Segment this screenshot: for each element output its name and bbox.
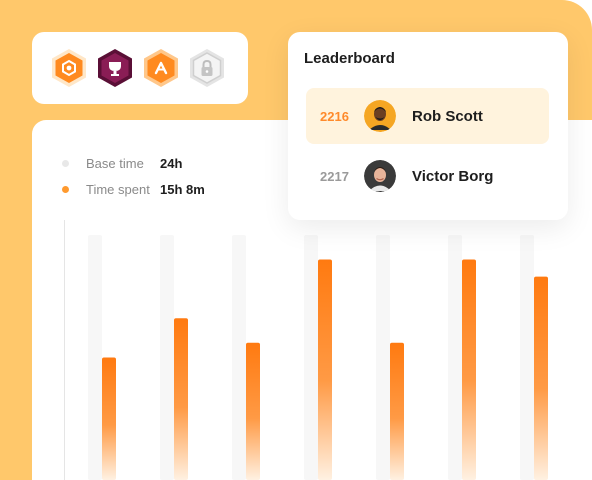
rank-number: 2217 xyxy=(320,168,349,184)
time-bar-chart xyxy=(88,235,548,480)
leaderboard-row[interactable]: 2217 Victor Borg xyxy=(306,148,549,204)
legend-base-time: Base time 24h xyxy=(62,150,205,176)
rank-badge-icon[interactable] xyxy=(142,48,180,88)
leaderboard-card: Leaderboard 2216 Rob Scott 2217 Victor B… xyxy=(288,32,568,220)
base-time-bar xyxy=(160,235,174,480)
time-spent-value: 15h 8m xyxy=(160,181,205,197)
avatar xyxy=(364,100,396,132)
time-spent-bar xyxy=(246,342,260,480)
rank-number: 2216 xyxy=(320,108,349,124)
y-axis-line xyxy=(64,220,65,480)
base-time-value: 24h xyxy=(160,155,183,171)
time-spent-bar xyxy=(390,342,404,480)
time-spent-bar xyxy=(462,259,476,480)
settings-badge-icon[interactable] xyxy=(50,48,88,88)
time-spent-dot xyxy=(62,185,69,193)
time-spent-bar xyxy=(318,259,332,480)
player-name: Rob Scott xyxy=(412,107,483,125)
base-time-dot xyxy=(62,159,69,167)
leaderboard-title: Leaderboard xyxy=(304,50,395,67)
legend-time-spent: Time spent 15h 8m xyxy=(62,176,205,202)
chart-legend: Base time 24h Time spent 15h 8m xyxy=(62,150,205,202)
avatar xyxy=(364,160,396,192)
leaderboard-row[interactable]: 2216 Rob Scott xyxy=(306,88,549,144)
trophy-badge-icon[interactable] xyxy=(96,48,134,88)
base-time-bar xyxy=(88,235,102,480)
time-spent-bar xyxy=(534,276,548,480)
locked-badge-icon[interactable] xyxy=(188,48,226,88)
base-time-bar xyxy=(520,235,534,480)
time-spent-bar xyxy=(174,318,188,480)
player-name: Victor Borg xyxy=(412,167,494,185)
base-time-bar xyxy=(448,235,462,480)
time-spent-label: Time spent xyxy=(86,181,150,197)
base-time-bar xyxy=(304,235,318,480)
base-time-bar xyxy=(232,235,246,480)
badges-card xyxy=(32,32,248,104)
base-time-label: Base time xyxy=(86,155,144,171)
base-time-bar xyxy=(376,235,390,480)
time-spent-bar xyxy=(102,357,116,480)
